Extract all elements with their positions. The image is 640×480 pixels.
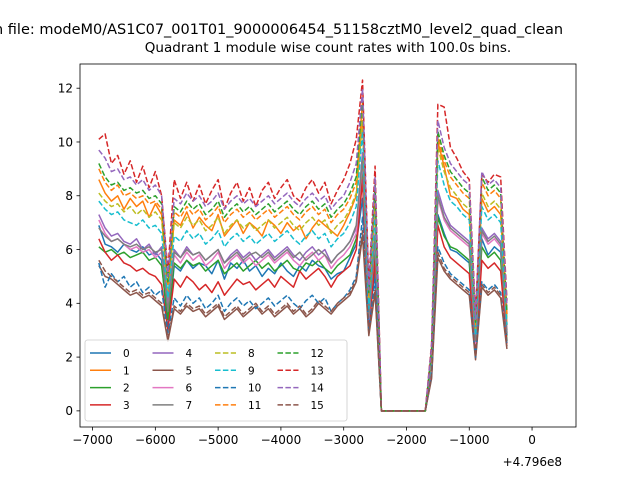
y-tick-label: 12 [58,82,73,96]
legend-label-12: 12 [311,348,324,360]
legend-label-4: 4 [186,348,193,360]
axes-frame [79,63,577,428]
y-tick-label: 8 [65,189,73,203]
x-tick-label: −4000 [261,433,302,447]
series-line-13 [98,79,508,412]
y-tick-label: 4 [65,297,73,311]
legend-label-1: 1 [123,365,130,377]
series-line-11 [98,100,508,412]
x-offset-label: +4.796e8 [503,455,562,469]
series-line-12 [98,95,508,412]
y-tick-label: 2 [65,350,73,364]
legend-label-15: 15 [311,400,324,412]
legend-label-8: 8 [248,348,255,360]
legend-label-7: 7 [186,400,193,412]
x-tick-label: −7000 [72,433,113,447]
series-line-9 [98,130,508,412]
x-tick-label: −1000 [449,433,490,447]
legend-frame [84,339,348,422]
legend-label-9: 9 [248,365,255,377]
y-tick-label: 6 [65,243,73,257]
chart-title: Quadrant 1 module wise count rates with … [145,40,511,56]
legend-label-13: 13 [311,365,324,377]
series-line-14 [98,87,508,412]
legend-label-6: 6 [186,383,193,395]
legend-label-10: 10 [248,383,261,395]
y-tick-label: 0 [65,404,73,418]
y-tick-label: 10 [58,135,73,149]
legend-label-0: 0 [123,348,130,360]
x-tick-label: 0 [528,433,536,447]
series-line-5 [98,235,508,412]
x-tick-label: −3000 [323,433,364,447]
legend-label-5: 5 [186,365,193,377]
series-line-2 [98,165,508,412]
series-line-15 [98,229,508,412]
x-tick-label: −2000 [386,433,427,447]
plot-area: −7000 −6000 −5000 −4000 −3000 −2000 −1000 0 0 2 4 6… [58,63,577,447]
legend-label-3: 3 [123,400,130,412]
x-tick-label: −6000 [135,433,176,447]
legend-label-14: 14 [311,383,325,395]
legend-label-11: 11 [248,400,261,412]
legend-label-2: 2 [123,383,130,395]
series-line-8 [98,114,508,412]
series-line-7 [98,157,508,412]
series-line-10 [98,216,508,412]
x-tick-label: −5000 [198,433,239,447]
figure-suptitle: n file: modeM0/AS1C07_001T01_9000006454_… [0,22,563,38]
